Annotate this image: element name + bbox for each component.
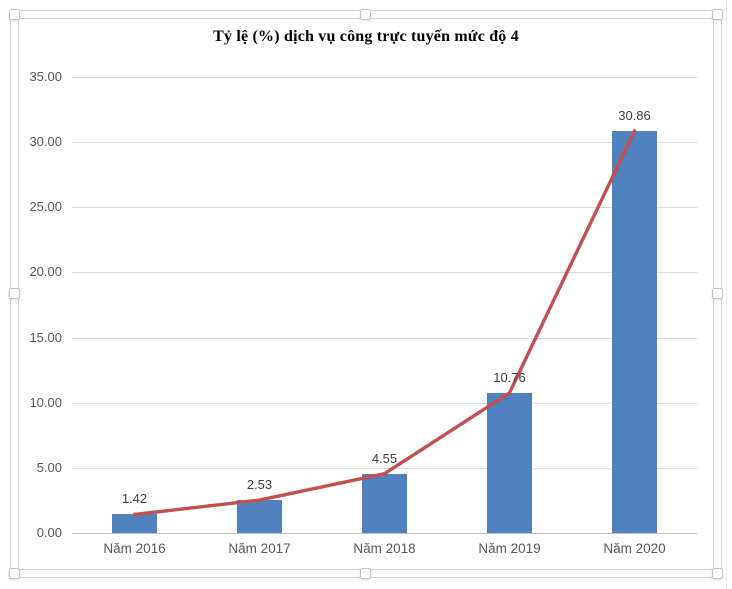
chart-area[interactable]: Tỷ lệ (%) dịch vụ công trực tuyến mức độ… (18, 18, 714, 570)
data-label: 2.53 (246, 477, 273, 493)
chart-selection-frame[interactable]: Tỷ lệ (%) dịch vụ công trực tuyến mức độ… (9, 9, 723, 579)
gridline (72, 402, 697, 404)
chart-title: Tỷ lệ (%) dịch vụ công trực tuyến mức độ… (213, 28, 519, 45)
gridline (72, 207, 697, 209)
y-axis-tick-label: 15.00 (29, 329, 62, 345)
gridline (72, 77, 697, 78)
bar-2017[interactable] (237, 500, 282, 533)
resize-handle-top-left[interactable] (9, 9, 20, 20)
bar-2016[interactable] (112, 514, 157, 533)
bar-2019[interactable] (487, 392, 532, 533)
x-axis-category-label: Năm 2017 (228, 541, 291, 556)
line-series-path[interactable] (132, 129, 637, 517)
line-series-layer (132, 129, 637, 517)
worksheet-gridline (726, 0, 727, 589)
resize-handle-bottom-center[interactable] (360, 568, 371, 579)
data-label: 10.76 (493, 369, 526, 385)
y-axis-tick-label: 5.00 (36, 459, 62, 475)
y-axis-tick-label: 0.00 (36, 525, 62, 540)
resize-handle-top-center[interactable] (360, 9, 371, 20)
resize-handle-top-right[interactable] (712, 9, 723, 20)
y-axis-tick-label: 35.00 (29, 69, 62, 84)
gridline (72, 272, 697, 274)
y-axis-tick-label: 25.00 (29, 199, 62, 215)
plot-area: 0.00 5.00 10.00 15.00 20.00 25.00 30.00 35.00 1.… (29, 69, 697, 556)
gridline (72, 467, 697, 469)
x-axis-line (72, 533, 697, 534)
data-label: 4.55 (371, 450, 398, 466)
resize-handle-middle-right[interactable] (712, 288, 723, 299)
y-axis-tick-label: 10.00 (29, 394, 62, 410)
x-axis-category-label: Năm 2020 (603, 541, 666, 556)
y-axis-tick-label: 20.00 (29, 264, 62, 280)
bar-2020[interactable] (612, 130, 657, 533)
resize-handle-bottom-right[interactable] (712, 568, 723, 579)
x-axis-category-label: Năm 2018 (353, 541, 416, 556)
resize-handle-middle-left[interactable] (9, 288, 20, 299)
x-axis-category-label: Năm 2016 (103, 541, 166, 556)
data-label: 1.42 (121, 491, 148, 507)
gridline (72, 142, 697, 144)
resize-handle-bottom-left[interactable] (9, 568, 20, 579)
y-axis-tick-label: 30.00 (29, 134, 62, 150)
gridline (72, 337, 697, 339)
x-axis-category-label: Năm 2019 (478, 541, 541, 556)
data-label: 30.86 (618, 107, 651, 123)
bar-2018[interactable] (362, 473, 407, 533)
